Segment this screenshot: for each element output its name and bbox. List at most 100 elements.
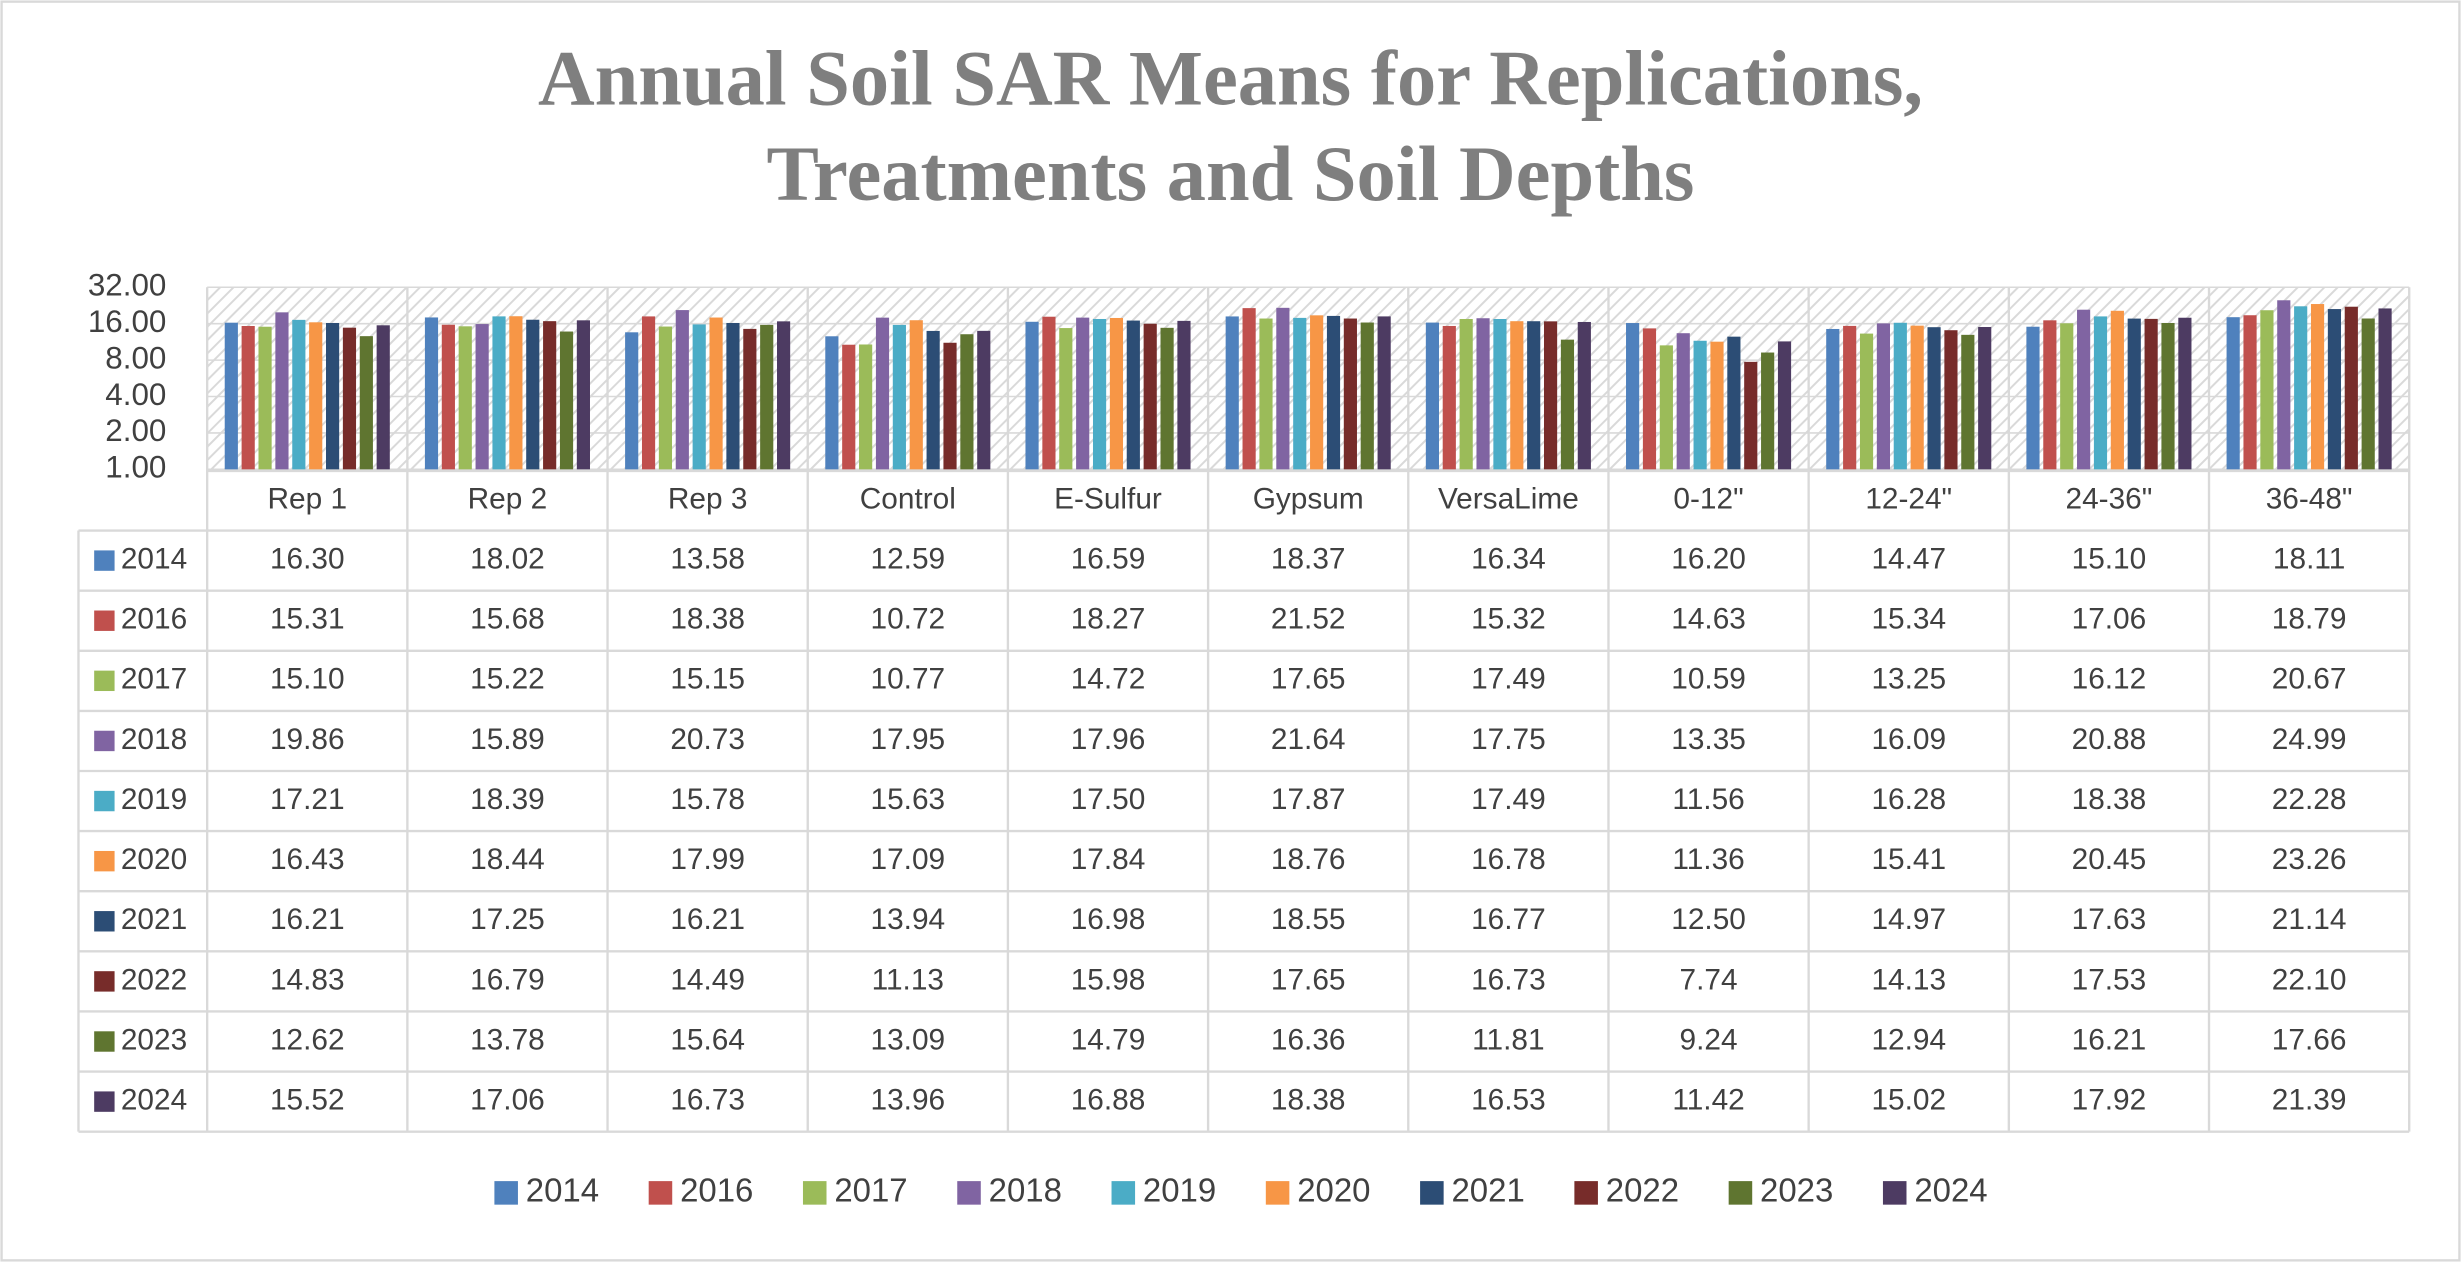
legend-key: [94, 971, 115, 992]
table-cell: 18.38: [2072, 783, 2147, 816]
table-cell: 21.64: [1271, 723, 1346, 756]
table-cell: 16.79: [470, 963, 545, 996]
table-cell: 13.25: [1871, 663, 1946, 696]
bar: [842, 344, 856, 470]
bar: [1059, 328, 1073, 470]
y-tick-label: 32.00: [88, 268, 167, 303]
table-cell: 13.94: [871, 903, 946, 936]
bar: [492, 316, 506, 470]
bar: [943, 342, 957, 470]
bar: [1927, 327, 1941, 470]
bar: [760, 324, 774, 470]
table-row-label: 2023: [121, 1023, 187, 1056]
table-row-label: 2018: [121, 723, 187, 756]
bar: [2378, 308, 2392, 470]
bar: [859, 344, 873, 470]
bar: [424, 317, 439, 470]
table-cell: 18.38: [1271, 1083, 1346, 1116]
legend-key: [1728, 1181, 1753, 1205]
table-cell: 16.12: [2072, 663, 2147, 696]
legend-key: [94, 730, 115, 752]
bar: [909, 320, 923, 470]
legend-key: [1265, 1181, 1290, 1205]
y-tick-label: 1.00: [105, 450, 166, 485]
bar: [1225, 316, 1239, 470]
bar: [2260, 310, 2274, 470]
table-cell: 15.10: [270, 663, 345, 696]
legend-key: [1574, 1181, 1598, 1205]
table-cell: 17.65: [1271, 663, 1346, 696]
legend-key: [94, 1091, 115, 1112]
table-cell: 13.58: [670, 542, 745, 575]
table-cell: 17.65: [1271, 963, 1346, 996]
legend-key: [94, 610, 115, 631]
bar: [960, 334, 974, 470]
table-cell: 17.96: [1071, 723, 1146, 756]
table-cell: 16.88: [1071, 1083, 1146, 1116]
table-row-label: 2022: [121, 963, 187, 996]
bar: [458, 326, 472, 470]
bar: [2144, 318, 2158, 470]
y-tick-label: 2.00: [105, 413, 166, 448]
plot-area: [207, 287, 2410, 470]
table-cell: 13.96: [871, 1083, 946, 1116]
bar: [641, 316, 656, 470]
table-cell: 15.02: [1871, 1083, 1946, 1116]
bar: [509, 316, 523, 470]
bar: [326, 323, 340, 470]
bar: [559, 331, 574, 470]
bar: [692, 324, 706, 470]
table-cell: 16.21: [2072, 1023, 2147, 1056]
table-cell: 11.42: [1672, 1083, 1744, 1116]
bar: [1577, 321, 1591, 470]
table-cell: 13.35: [1671, 723, 1746, 756]
bar: [1910, 325, 1924, 470]
table-cell: 15.10: [2072, 542, 2147, 575]
table-cell: 18.27: [1071, 603, 1146, 636]
table-row-label: 2014: [121, 542, 187, 575]
table-cell: 15.78: [670, 783, 745, 816]
bar: [1025, 321, 1039, 470]
bar: [576, 320, 590, 470]
table-cell: 20.45: [2072, 843, 2147, 876]
bar: [675, 310, 689, 470]
table-cell: 17.87: [1271, 783, 1346, 816]
table-row-label: 2017: [121, 663, 187, 696]
bar: [224, 322, 238, 470]
table-cell: 15.31: [270, 603, 345, 636]
legend-key: [1111, 1181, 1136, 1205]
legend-key: [94, 670, 115, 692]
bar: [2310, 304, 2325, 470]
table-cell: 16.59: [1071, 542, 1146, 575]
table-cell: 16.43: [270, 843, 345, 876]
table-cell: 17.53: [2072, 963, 2147, 996]
bar: [1360, 322, 1374, 470]
bar: [376, 325, 390, 470]
table-cell: 10.72: [871, 603, 946, 636]
bar: [526, 319, 540, 470]
bar: [2161, 323, 2175, 470]
x-tick-label: Rep 3: [668, 483, 748, 516]
bar: [777, 321, 791, 470]
table-cell: 15.52: [270, 1083, 345, 1116]
table-cell: 15.98: [1071, 963, 1146, 996]
table-cell: 11.81: [1472, 1023, 1544, 1056]
bar: [2110, 310, 2124, 470]
bar: [1042, 316, 1056, 470]
table-cell: 10.77: [871, 663, 946, 696]
bar: [1177, 320, 1191, 470]
table-cell: 15.34: [1871, 603, 1946, 636]
table-cell: 14.72: [1071, 663, 1146, 696]
table-cell: 17.75: [1471, 723, 1546, 756]
x-tick-label: Rep 1: [267, 483, 347, 516]
bar: [475, 324, 489, 470]
x-tick-label: 24-36": [2066, 483, 2153, 516]
bar: [1659, 345, 1673, 470]
bar: [441, 324, 455, 470]
bar: [2243, 315, 2257, 470]
table-cell: 23.26: [2272, 843, 2347, 876]
bar: [1160, 327, 1174, 470]
x-tick-label: VersaLime: [1438, 483, 1579, 516]
bar: [2294, 306, 2308, 470]
y-tick-label: 16.00: [88, 304, 167, 339]
